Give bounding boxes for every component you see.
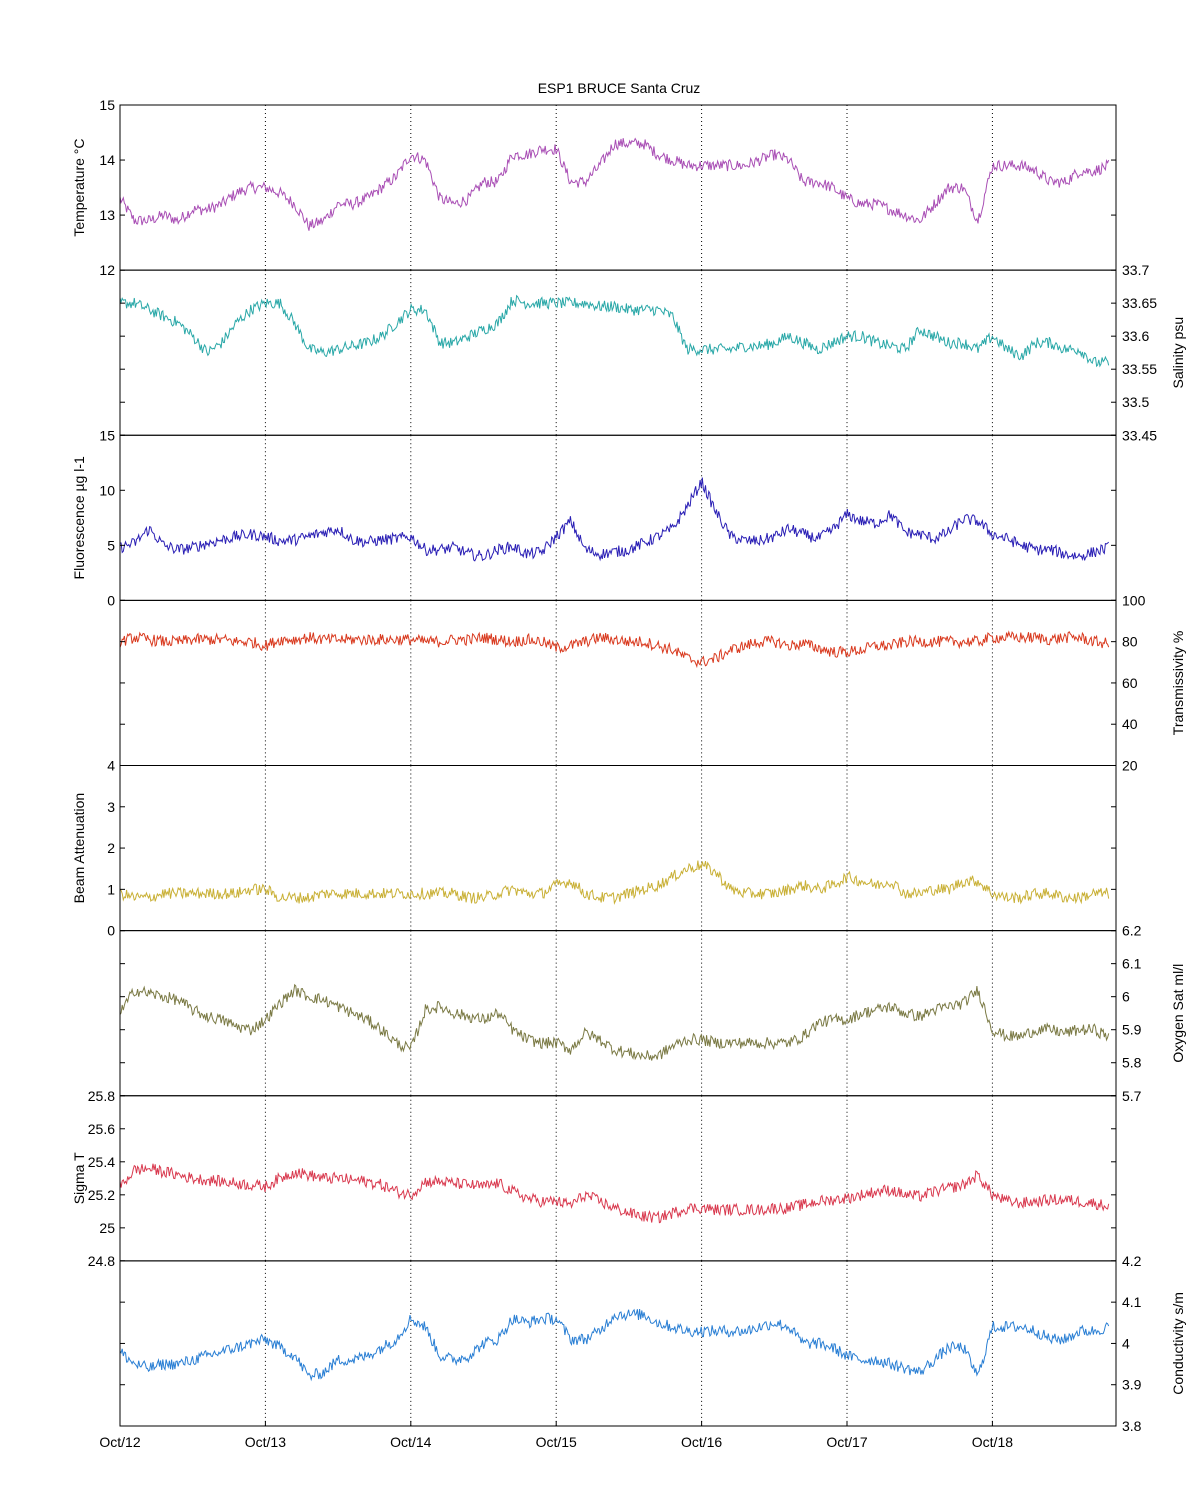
y-tick-label: 12	[99, 262, 115, 278]
y-tick-label: 33.7	[1122, 262, 1149, 278]
y-tick-label: 5.9	[1122, 1022, 1142, 1038]
y-tick-label: 13	[99, 207, 115, 223]
y-tick-label: 0	[107, 592, 115, 608]
y-tick-label: 25.6	[88, 1121, 115, 1137]
y-axis-title-transmissivity: Transmissivity %	[1170, 631, 1186, 736]
y-tick-label: 3.8	[1122, 1418, 1142, 1434]
panel-conductivity: 3.8 3.9 4 4.1 4.2 Conductivity s/m	[119, 1253, 1186, 1434]
y-tick-label: 10	[99, 482, 115, 498]
y-tick-label: 40	[1122, 716, 1138, 732]
y-tick-label: 5.8	[1122, 1055, 1142, 1071]
series-line-fluorescence	[119, 477, 1110, 562]
y-tick-label: 4.2	[1122, 1253, 1142, 1269]
series-line-salinity	[119, 294, 1110, 368]
y-tick-label: 25.8	[88, 1088, 115, 1104]
x-axis: Oct/12 Oct/13 Oct/14 Oct/15 Oct/16 Oct/17 Oct/…	[99, 1421, 1013, 1450]
y-tick-label: 3.9	[1122, 1377, 1142, 1393]
y-tick-label: 4	[107, 758, 115, 774]
y-axis-title-beam-attenuation: Beam Attenuation	[71, 793, 87, 904]
x-tick-label: Oct/18	[972, 1434, 1013, 1450]
y-tick-label: 33.55	[1122, 361, 1157, 377]
y-axis-title-fluorescence: Fluorescence µg l-1	[71, 456, 87, 579]
series-line-transmissivity	[119, 630, 1110, 669]
series-line-oxygen-sat	[119, 983, 1110, 1061]
panel-oxygen-sat: 5.7 5.8 5.9 6 6.1 6.2 Oxygen Sat ml/l	[119, 923, 1186, 1104]
y-tick-label: 25	[99, 1220, 115, 1236]
y-tick-label: 6.2	[1122, 923, 1142, 939]
y-tick-label: 4	[1122, 1335, 1130, 1351]
panel-beam-attenuation: 0 1 2 3 4 Beam Attenuation	[71, 758, 1117, 939]
y-tick-label: 0	[107, 923, 115, 939]
x-tick-label: Oct/17	[826, 1434, 867, 1450]
x-tick-label: Oct/12	[99, 1434, 140, 1450]
x-tick-label: Oct/16	[681, 1434, 722, 1450]
y-tick-label: 6	[1122, 989, 1130, 1005]
y-tick-label: 24.8	[88, 1253, 115, 1269]
x-tick-label: Oct/15	[536, 1434, 577, 1450]
y-axis-title-conductivity: Conductivity s/m	[1170, 1292, 1186, 1395]
y-tick-label: 3	[107, 799, 115, 815]
y-tick-label: 1	[107, 881, 115, 897]
y-tick-label: 80	[1122, 634, 1138, 650]
y-tick-label: 4.1	[1122, 1294, 1142, 1310]
y-tick-label: 25.4	[88, 1154, 115, 1170]
y-tick-label: 33.5	[1122, 394, 1149, 410]
series-line-temperature	[119, 137, 1110, 231]
series-line-sigma-t	[119, 1163, 1110, 1224]
y-tick-label: 15	[99, 97, 115, 113]
y-tick-label: 5.7	[1122, 1088, 1142, 1104]
y-tick-label: 25.2	[88, 1187, 115, 1203]
y-tick-label: 60	[1122, 675, 1138, 691]
y-tick-label: 33.45	[1122, 427, 1157, 443]
y-tick-label: 2	[107, 840, 115, 856]
x-tick-label: Oct/14	[390, 1434, 431, 1450]
y-tick-label: 33.6	[1122, 328, 1149, 344]
panel-sigma-t: 24.8 25 25.2 25.4 25.6 25.8 Sigma T	[71, 1088, 1117, 1269]
y-tick-label: 100	[1122, 592, 1146, 608]
y-axis-title-oxygen-sat: Oxygen Sat ml/l	[1170, 964, 1186, 1063]
y-tick-label: 6.1	[1122, 956, 1142, 972]
y-axis-title-temperature: Temperature °C	[71, 138, 87, 236]
series-line-beam-attenuation	[119, 860, 1110, 905]
y-tick-label: 14	[99, 152, 115, 168]
chart-title: ESP1 BRUCE Santa Cruz	[538, 80, 701, 96]
y-tick-label: 15	[99, 427, 115, 443]
y-axis-title-salinity: Salinity psu	[1170, 317, 1186, 389]
x-tick-label: Oct/13	[245, 1434, 286, 1450]
series-line-conductivity	[119, 1308, 1110, 1382]
y-tick-label: 20	[1122, 758, 1138, 774]
y-tick-label: 5	[107, 537, 115, 553]
y-tick-label: 33.65	[1122, 295, 1157, 311]
panel-transmissivity: 20 40 60 80 100 Transmissivity %	[119, 592, 1186, 774]
y-axis-title-sigma-t: Sigma T	[71, 1152, 87, 1204]
